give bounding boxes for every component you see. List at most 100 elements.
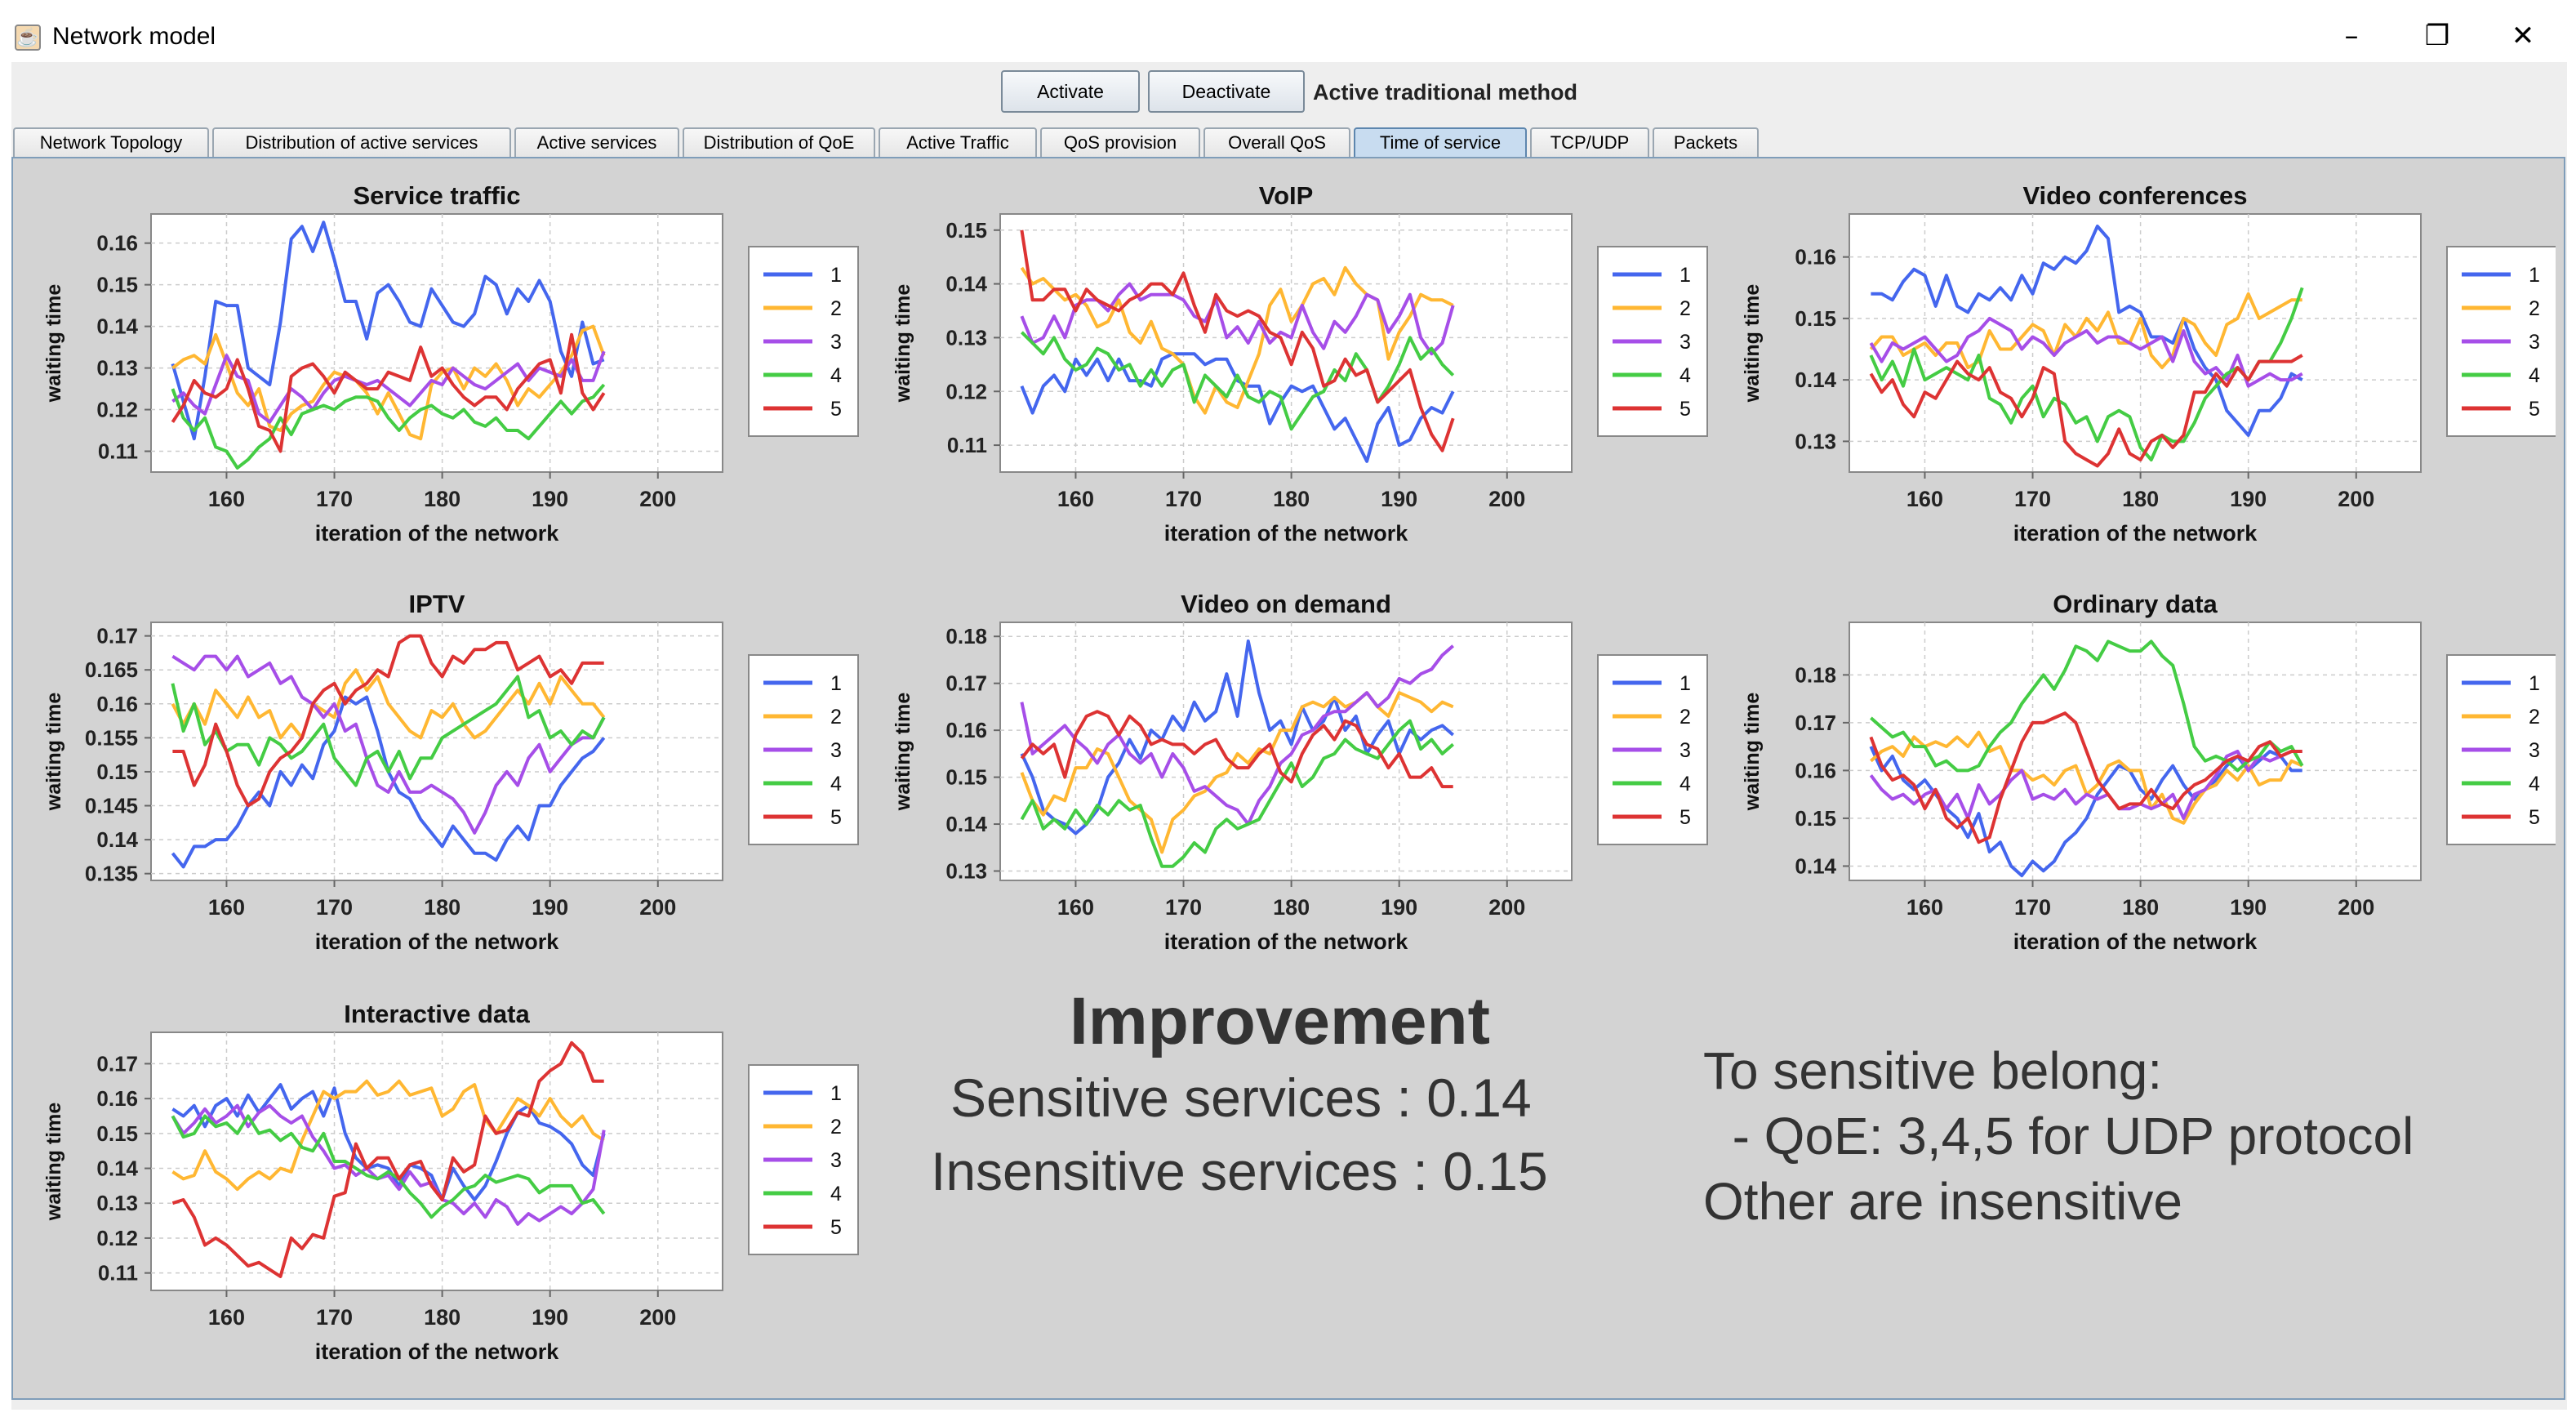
y-axis-label: waiting time [42,284,65,403]
x-tick-label: 180 [424,487,460,511]
chart-title: Interactive data [344,1000,530,1028]
restore-icon[interactable]: ❐ [2424,20,2450,52]
tab-qos-provision[interactable]: QoS provision [1040,127,1200,157]
legend-label-4: 4 [1680,773,1691,795]
time-of-service-panel: Service traffic 160 170 180 190 200 0.11 0.12 0.… [11,157,2565,1400]
chart-service-traffic: Service traffic 160 170 180 190 200 0.11 0.12 0.… [42,181,859,546]
y-tick-label: 0.155 [85,725,138,750]
note-line-3: Other are insensitive [1703,1172,2182,1231]
chart-video-conferences: Video conferences 160 170 180 190 200 0.13 0.14… [1741,181,2556,546]
tab-overall-qos[interactable]: Overall QoS [1203,127,1350,157]
legend-label-5: 5 [2529,806,2540,829]
y-tick-label: 0.15 [1795,306,1836,331]
activate-button[interactable]: Activate [1001,70,1140,113]
y-tick-label: 0.16 [96,231,138,256]
series-line-4 [171,675,606,787]
x-tick-label: 200 [2338,487,2374,511]
legend-label-2: 2 [2529,297,2540,320]
x-tick-label: 200 [639,1305,676,1330]
plot-area [999,213,1573,473]
legend-label-3: 3 [2529,331,2540,354]
tab-active-services[interactable]: Active services [514,127,679,157]
tab-network-topology[interactable]: Network Topology [13,127,209,157]
x-tick-label: 190 [2230,895,2267,920]
y-tick-label: 0.16 [1795,758,1836,782]
tab-distribution-of-qoe[interactable]: Distribution of QoE [683,127,875,157]
y-tick-label: 0.14 [945,812,987,836]
improvement-title: Improvement [1070,984,1490,1058]
note-line-1: To sensitive belong: [1703,1041,2163,1100]
series-line-1 [171,1083,606,1201]
plot-area [150,1032,723,1291]
legend-label-5: 5 [2529,398,2540,421]
x-tick-label: 200 [639,895,676,920]
tab-time-of-service[interactable]: Time of service [1354,127,1527,157]
y-tick-label: 0.11 [947,433,987,457]
series-line-3 [1020,644,1455,827]
legend-label-4: 4 [830,1183,842,1205]
chart-title: Ordinary data [2053,590,2218,618]
tab-active-traffic[interactable]: Active Traffic [879,127,1037,157]
x-axis-label: iteration of the network [2013,521,2258,546]
x-tick-label: 160 [1906,487,1943,511]
x-tick-label: 160 [208,487,245,511]
series-line-3 [1020,282,1455,356]
x-tick-label: 200 [2338,895,2374,920]
x-tick-label: 160 [1057,487,1094,511]
y-axis-label: waiting time [1741,284,1764,403]
y-tick-label: 0.14 [945,272,987,296]
insensitive-services-value: Insensitive services : 0.15 [931,1141,1548,1201]
legend-label-3: 3 [830,1149,842,1172]
series-line-1 [1020,352,1455,463]
series-line-4 [1870,639,2304,773]
minimize-icon[interactable]: – [2344,20,2359,52]
x-axis-label: iteration of the network [315,1339,560,1364]
legend-label-2: 2 [830,706,842,729]
legend-label-4: 4 [1680,364,1691,387]
y-tick-label: 0.11 [98,1261,138,1286]
legend-label-1: 1 [1680,672,1691,695]
series-line-1 [1871,225,2303,437]
plot-area [1849,622,2422,881]
y-tick-label: 0.17 [96,1051,138,1076]
x-tick-label: 190 [532,895,568,920]
x-tick-label: 180 [2122,487,2159,511]
y-tick-label: 0.15 [96,273,138,297]
chart-title: VoIP [1259,181,1314,210]
x-tick-label: 180 [1273,487,1310,511]
x-tick-label: 170 [1165,895,1202,920]
legend-label-5: 5 [1680,806,1691,829]
y-axis-label: waiting time [892,284,914,403]
toolbar: Activate Deactivate Active traditional m… [11,62,2567,124]
y-tick-label: 0.18 [1795,662,1836,687]
window-title: Network model [52,23,216,50]
tab-distribution-of-active-services[interactable]: Distribution of active services [212,127,511,157]
series-line-2 [1869,292,2302,370]
x-tick-label: 170 [316,487,353,511]
legend-label-2: 2 [1680,297,1691,320]
series-line-5 [171,332,606,453]
legend-label-4: 4 [830,773,842,795]
x-tick-label: 180 [1273,895,1310,920]
series-line-1 [171,221,605,441]
x-axis-label: iteration of the network [1164,521,1409,546]
tab-packets[interactable]: Packets [1653,127,1759,157]
deactivate-button[interactable]: Deactivate [1148,70,1305,113]
close-icon[interactable]: ✕ [2511,20,2535,52]
y-tick-label: 0.17 [1795,711,1836,735]
y-tick-label: 0.14 [1795,368,1836,392]
y-tick-label: 0.145 [85,794,138,818]
x-tick-label: 160 [1057,895,1094,920]
legend-label-1: 1 [1680,264,1691,287]
y-tick-label: 0.15 [96,1121,138,1146]
series-line-5 [172,634,604,808]
series-line-2 [1020,265,1454,415]
x-tick-label: 180 [2122,895,2159,920]
legend-label-3: 3 [830,331,842,354]
y-tick-label: 0.14 [96,314,138,339]
y-axis-label: waiting time [892,693,914,812]
x-tick-label: 200 [1488,487,1525,511]
tab-tcp-udp[interactable]: TCP/UDP [1530,127,1649,157]
y-tick-label: 0.14 [96,827,138,852]
x-tick-label: 190 [2230,487,2267,511]
